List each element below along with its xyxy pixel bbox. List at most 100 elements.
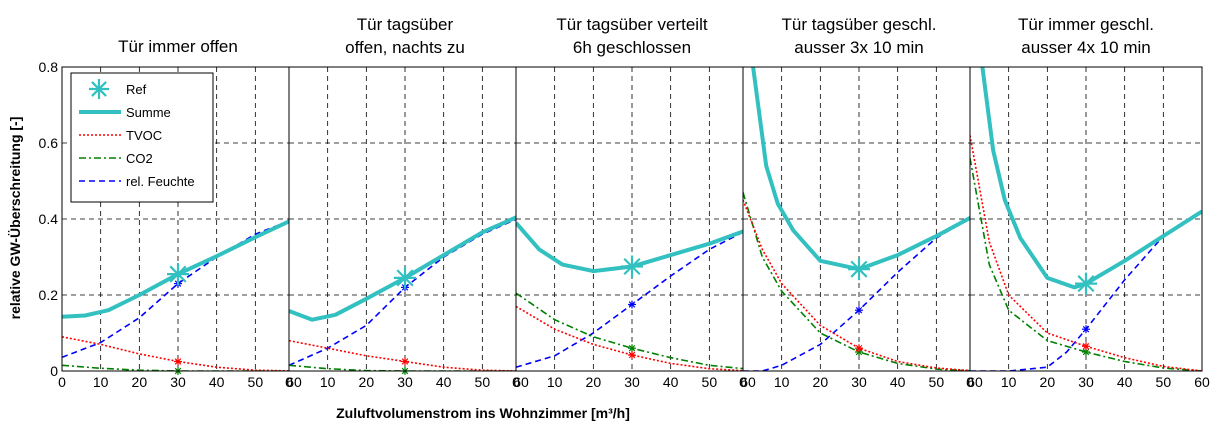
x-tick-label: 40 [436, 374, 452, 390]
point-co2 [628, 344, 636, 353]
x-tick-label: 0 [739, 374, 747, 390]
series-rel-feuchte-line [743, 214, 975, 371]
series-group [743, 67, 975, 371]
x-tick-label: 40 [1117, 374, 1133, 390]
point-rel-feuchte [628, 300, 636, 309]
x-tick-label: 20 [586, 374, 602, 390]
x-tick-label: 60 [967, 374, 983, 390]
x-tick-label: 30 [170, 374, 186, 390]
panel-title-line: Tür immer geschl. [1018, 15, 1154, 34]
legend: Ref Summe TVOC CO2 rel. Feuchte [70, 72, 214, 203]
legend-label: Summe [126, 105, 171, 120]
y-tick-label: 0 [50, 363, 58, 379]
grid [289, 67, 521, 371]
panel-title-line: ausser 3x 10 min [794, 38, 923, 57]
series-tvoc-line [970, 135, 1202, 371]
x-tick-label: 40 [890, 374, 906, 390]
x-tick-label: 20 [1040, 374, 1056, 390]
point-tvoc [401, 357, 409, 366]
panel-title-line: Tür tagsüber geschl. [782, 15, 937, 34]
series-group [970, 67, 1202, 371]
x-tick-label: 10 [547, 374, 563, 390]
x-tick-label: 0 [58, 374, 66, 390]
panel-title-line: Tür immer offen [118, 37, 238, 56]
panel-5: 0 10 20 30 40 50 60 Tür immer geschl. ausser 4x … [966, 15, 1210, 390]
y-tick-label: 0.8 [39, 59, 59, 75]
x-tick-label: 30 [624, 374, 640, 390]
panel-title-line: ausser 4x 10 min [1021, 38, 1150, 57]
ref-marker [1075, 272, 1097, 295]
panel-title-line: offen, nachts zu [345, 38, 465, 57]
legend-item-summe: Summe [79, 105, 171, 120]
point-rel-feuchte [855, 306, 863, 315]
series-co2-line [516, 292, 748, 370]
y-tick-label: 0.2 [39, 287, 59, 303]
x-axis-label: Zuluftvolumenstrom ins Wohnzimmer [m³/h] [336, 405, 630, 421]
x-tick-label: 30 [1078, 374, 1094, 390]
x-tick-label: 50 [475, 374, 491, 390]
point-tvoc [628, 351, 636, 360]
series-co2-line [743, 192, 975, 371]
x-tick-label: 50 [1156, 374, 1172, 390]
x-tick-label: 30 [851, 374, 867, 390]
x-tick-label: 10 [1001, 374, 1017, 390]
point-tvoc [174, 357, 182, 366]
legend-label: CO2 [126, 151, 153, 166]
point-tvoc [1082, 342, 1090, 351]
y-tick-label: 0.4 [39, 211, 59, 227]
x-tick-label: 20 [813, 374, 829, 390]
x-tick-label: 0 [512, 374, 520, 390]
series-summe-line [289, 213, 521, 322]
x-tick-label: 30 [397, 374, 413, 390]
x-tick-label: 60 [513, 374, 529, 390]
legend-label: rel. Feuchte [126, 174, 195, 189]
ref-marker [621, 255, 643, 278]
x-tick-label: 60 [286, 374, 302, 390]
x-tick-label: 0 [966, 374, 974, 390]
series-group [62, 217, 294, 371]
x-tick-label: 40 [209, 374, 225, 390]
series-rel-feuchte-line [62, 218, 294, 359]
x-tick-label: 0 [285, 374, 293, 390]
series-summe-line [980, 67, 1202, 290]
panel-title-line: 6h geschlossen [573, 38, 691, 57]
x-tick-label: 60 [1194, 374, 1210, 390]
point-tvoc [855, 344, 863, 353]
ref-marker [848, 258, 870, 281]
x-tick-label: 40 [663, 374, 679, 390]
ref-marker [167, 263, 189, 286]
legend-item-co2: CO2 [79, 151, 153, 166]
series-summe-line [751, 67, 975, 272]
x-tick-label: 60 [740, 374, 756, 390]
point-rel-feuchte [1082, 325, 1090, 334]
series-tvoc-line [516, 305, 748, 371]
x-tick-label: 20 [132, 374, 148, 390]
y-tick-label: 0.6 [39, 135, 59, 151]
series-rel-feuchte-line [970, 210, 1202, 371]
panel-frame [969, 66, 1203, 372]
panel-3: 0 10 20 30 40 50 60 Tür tagsüber verteilt 6h ges… [512, 15, 756, 390]
series-tvoc-line [62, 336, 294, 371]
y-axis-label: relative GW-Überschreitung [-] [7, 117, 23, 320]
legend-label: Ref [126, 82, 147, 97]
legend-item-ref: Ref [89, 79, 147, 99]
legend-label: TVOC [126, 128, 162, 143]
series-summe-line [516, 221, 748, 274]
x-tick-label: 10 [320, 374, 336, 390]
grid [743, 67, 975, 371]
panel-title-line: Tür tagsüber [357, 15, 454, 34]
legend-swatch-ref [89, 79, 109, 99]
panel-2: 0 10 20 30 40 50 60 Tür tagsüber offen, nachts z… [285, 15, 529, 390]
x-tick-label: 50 [929, 374, 945, 390]
series-co2-line [970, 158, 1202, 371]
x-tick-label: 20 [359, 374, 375, 390]
x-tick-label: 10 [93, 374, 109, 390]
x-tick-label: 10 [774, 374, 790, 390]
series-summe-line [62, 217, 294, 319]
panel-title-line: Tür tagsüber verteilt [556, 15, 707, 34]
panel-4: 0 10 20 30 40 50 60 Tür tagsüber geschl. ausser … [739, 15, 983, 390]
x-tick-label: 50 [702, 374, 718, 390]
legend-item-tvoc: TVOC [79, 128, 162, 143]
